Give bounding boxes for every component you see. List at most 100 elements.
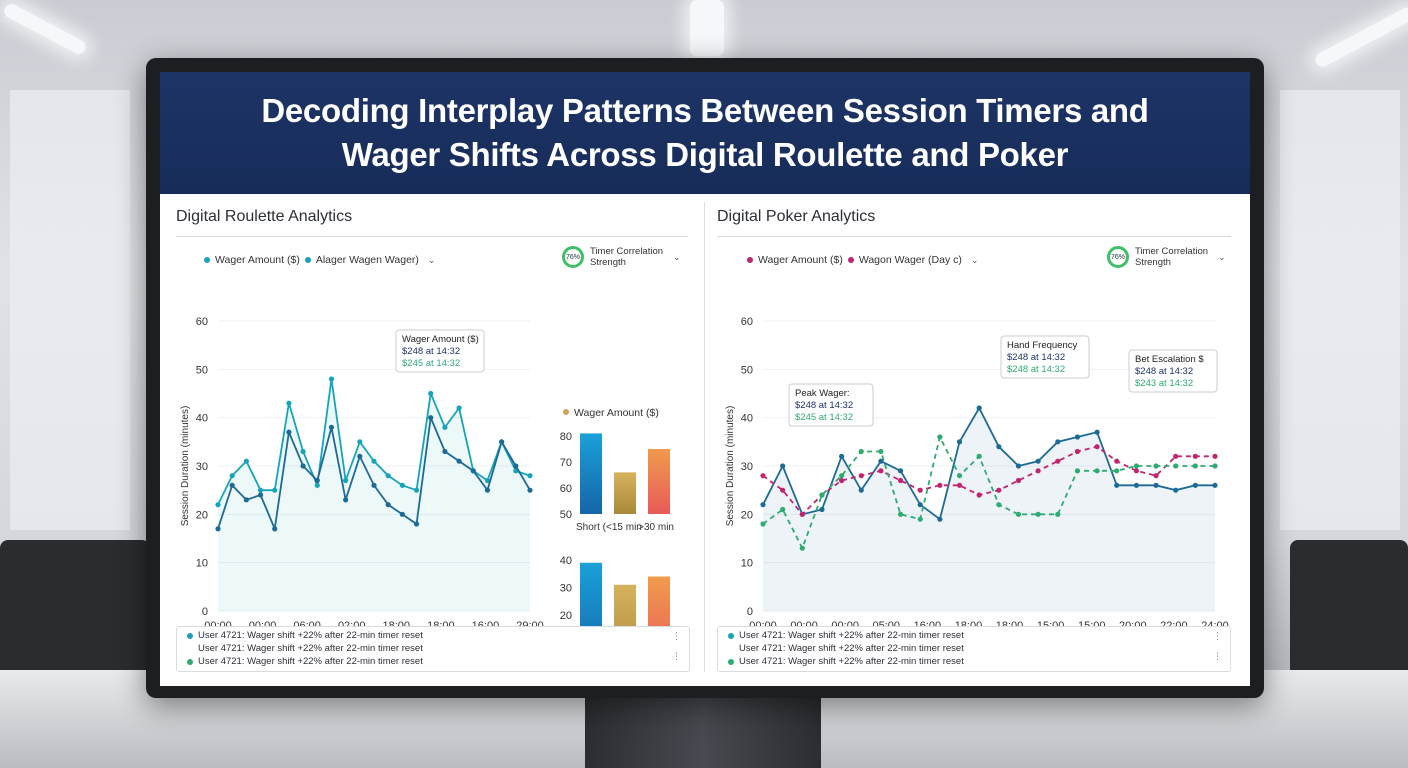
feed-text: User 4721: Wager shift +22% after 22-min… (739, 656, 964, 667)
feed-item[interactable]: User 4721: Wager shift +22% after 22-min… (187, 630, 423, 641)
roulette-legend[interactable]: Wager Amount ($) Alager Wagen Wager) ⌄ (204, 254, 435, 266)
data-point (1153, 473, 1159, 479)
data-point (1212, 453, 1218, 459)
poker-legend[interactable]: Wager Amount ($) Wagon Wager (Day c) ⌄ (747, 254, 978, 266)
poker-panel-title: Digital Poker Analytics (717, 208, 876, 225)
poker-chart: 010203040506000:0000:0000:0005:0016:0018… (725, 316, 1229, 650)
data-point (371, 482, 377, 488)
status-dot (187, 646, 193, 652)
legend-dot (847, 257, 854, 263)
data-point (858, 473, 864, 479)
data-point (897, 477, 904, 484)
chevron-down-icon[interactable]: ⌄ (427, 254, 436, 265)
data-point (1192, 453, 1198, 459)
data-point (858, 487, 864, 493)
data-point (470, 468, 476, 474)
corr-label: Timer Correlation (1135, 246, 1209, 257)
data-point (328, 424, 335, 430)
data-point (819, 506, 825, 513)
legend-dot (204, 257, 210, 263)
tooltip-line: $248 at 14:32 (1135, 366, 1193, 377)
series-line (762, 406, 1215, 521)
data-point (1035, 468, 1041, 474)
feed-text: User 4721: Wager shift +22% after 22-min… (198, 630, 423, 641)
data-point (229, 473, 235, 479)
chevron-down-icon[interactable]: ⌄ (673, 251, 681, 262)
data-point (897, 511, 904, 517)
more-options-icon[interactable]: ⋮ (1213, 651, 1222, 661)
feed-item[interactable]: User 4721: Wager shift +22% after 22-min… (187, 656, 423, 667)
data-point (314, 477, 320, 484)
tooltip-title: Wager Amount ($) (402, 334, 479, 345)
y-tick-label: 40 (196, 413, 208, 425)
monitor-stand (585, 698, 821, 768)
data-point (399, 511, 405, 517)
data-point (1035, 511, 1041, 517)
data-point (286, 400, 292, 406)
data-point (1173, 487, 1179, 493)
data-point (286, 429, 292, 435)
feed-item[interactable]: User 4721: Wager shift +22% after 22-min… (728, 630, 964, 641)
data-point (937, 434, 943, 440)
data-point (499, 439, 505, 445)
y-tick-label: 80 (560, 431, 572, 443)
feed-item[interactable]: User 4721: Wager shift +22% after 22-min… (187, 643, 423, 654)
more-options-icon[interactable]: ⋮ (1213, 631, 1222, 641)
x-tick-label: >30 min (638, 522, 674, 533)
data-point (385, 502, 391, 508)
tooltip-box (395, 329, 485, 373)
poker-event-feed[interactable]: User 4721: Wager shift +22% after 22-min… (717, 626, 1231, 672)
data-point (760, 521, 766, 527)
more-options-icon[interactable]: ⋮ (672, 631, 681, 641)
roulette-event-feed[interactable]: User 4721: Wager shift +22% after 22-min… (176, 626, 690, 672)
y-tick-label: 50 (560, 509, 572, 521)
poker-correlation-widget[interactable]: 76% Timer Correlation Strength ⌄ (1107, 246, 1226, 268)
monitor-screen: Decoding Interplay Patterns Between Sess… (160, 72, 1250, 686)
title-banner: Decoding Interplay Patterns Between Sess… (160, 72, 1250, 194)
data-point (527, 487, 533, 493)
data-point (300, 448, 306, 455)
roulette-correlation-widget[interactable]: 76% Timer Correlation Strength ⌄ (562, 246, 681, 268)
tooltip-line: $248 at 14:32 (1007, 352, 1065, 363)
y-tick-label: 70 (560, 457, 572, 469)
chevron-down-icon[interactable]: ⌄ (1218, 251, 1226, 262)
feed-item[interactable]: User 4721: Wager shift +22% after 22-min… (728, 643, 964, 654)
data-point (839, 453, 845, 459)
data-point (328, 376, 335, 382)
data-point (937, 516, 943, 522)
data-point (780, 487, 786, 493)
tooltip-title: Peak Wager: (795, 388, 850, 399)
divider (176, 236, 688, 237)
data-point (413, 487, 420, 493)
y-tick-label: 10 (196, 558, 208, 570)
legend-item: Alager Wagen Wager) (315, 254, 419, 266)
data-point (839, 477, 845, 484)
data-point (442, 424, 448, 430)
series-line (762, 434, 1215, 551)
roulette-charts: 010203040506000:0000:0006:0002:0018:0018… (180, 316, 674, 654)
y-tick-label: 0 (747, 606, 753, 618)
data-point (839, 473, 845, 479)
data-point (1173, 453, 1179, 459)
more-options-icon[interactable]: ⋮ (672, 651, 681, 661)
data-point (1133, 468, 1139, 474)
data-point (1015, 477, 1022, 484)
y-tick-label: 60 (741, 316, 753, 328)
tooltip-box (1128, 349, 1218, 393)
data-point (442, 448, 448, 455)
y-tick-label: 20 (196, 509, 208, 521)
chevron-down-icon[interactable]: ⌄ (970, 254, 979, 265)
feed-item[interactable]: User 4721: Wager shift +22% after 22-min… (728, 656, 964, 667)
legend-dot (304, 257, 311, 263)
data-point (956, 473, 963, 479)
progress-ring-icon: 76% (1107, 246, 1129, 268)
data-point (1212, 482, 1218, 488)
data-point (428, 415, 434, 421)
data-point (1074, 448, 1081, 455)
feed-text: User 4721: Wager shift +22% after 22-min… (198, 656, 423, 667)
tooltip-line: $245 at 14:32 (795, 412, 853, 423)
status-dot (187, 658, 193, 665)
data-point (272, 526, 278, 532)
data-point (976, 405, 982, 411)
data-point (215, 502, 221, 508)
